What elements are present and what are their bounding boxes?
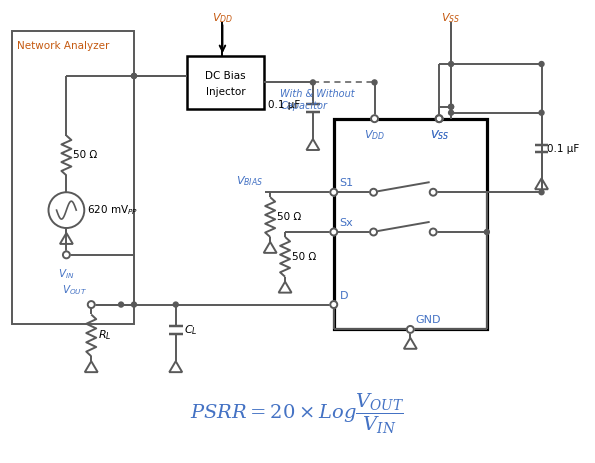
- Text: With & Without
Capacitor: With & Without Capacitor: [280, 89, 355, 111]
- Text: Sx: Sx: [340, 218, 353, 228]
- Bar: [334, 119, 487, 329]
- Text: $PSRR = 20 \times Log\dfrac{V_{OUT}}{V_{IN}}$: $PSRR = 20 \times Log\dfrac{V_{OUT}}{V_{…: [190, 392, 404, 436]
- Text: 50 Ω: 50 Ω: [73, 150, 98, 161]
- Circle shape: [436, 115, 443, 122]
- Bar: [12, 31, 134, 325]
- Circle shape: [330, 189, 337, 196]
- Circle shape: [370, 189, 377, 196]
- Circle shape: [330, 301, 337, 308]
- Circle shape: [330, 229, 337, 236]
- Circle shape: [484, 230, 489, 234]
- Text: 0.1 µF: 0.1 µF: [268, 100, 300, 110]
- Circle shape: [539, 110, 544, 115]
- Text: $V_{IN}$: $V_{IN}$: [58, 267, 74, 281]
- Text: $V_{SS}$: $V_{SS}$: [430, 129, 449, 143]
- Circle shape: [430, 189, 437, 196]
- Circle shape: [118, 302, 124, 307]
- Text: Network Analyzer: Network Analyzer: [17, 41, 109, 51]
- Circle shape: [436, 115, 443, 122]
- Text: D: D: [340, 291, 348, 300]
- Text: $V_{SS}$: $V_{SS}$: [441, 11, 461, 25]
- Circle shape: [311, 80, 315, 85]
- Circle shape: [131, 74, 136, 78]
- Circle shape: [449, 62, 453, 67]
- Circle shape: [449, 110, 453, 115]
- Text: $R_L$: $R_L$: [98, 328, 112, 342]
- Text: $V_{SS}$: $V_{SS}$: [430, 129, 449, 143]
- Circle shape: [430, 229, 437, 236]
- Circle shape: [173, 302, 178, 307]
- Text: 620 mV$_{PP}$: 620 mV$_{PP}$: [87, 203, 139, 217]
- Text: $V_{BIAS}$: $V_{BIAS}$: [236, 175, 263, 188]
- Circle shape: [539, 190, 544, 195]
- Circle shape: [88, 301, 95, 308]
- Circle shape: [407, 326, 414, 333]
- Circle shape: [449, 104, 453, 109]
- Circle shape: [131, 74, 136, 78]
- Text: DC Bias: DC Bias: [205, 71, 246, 81]
- Text: 50 Ω: 50 Ω: [292, 252, 317, 262]
- Text: $V_{OUT}$: $V_{OUT}$: [62, 283, 87, 297]
- Text: GND: GND: [415, 315, 441, 325]
- Text: $C_L$: $C_L$: [184, 324, 198, 338]
- Text: $V_{DD}$: $V_{DD}$: [212, 11, 233, 25]
- Circle shape: [131, 302, 136, 307]
- Circle shape: [449, 104, 453, 109]
- Circle shape: [63, 251, 70, 258]
- Text: $V_{DD}$: $V_{DD}$: [364, 129, 385, 143]
- Circle shape: [371, 115, 378, 122]
- Bar: [187, 56, 264, 109]
- Text: Injector: Injector: [206, 87, 245, 97]
- Circle shape: [372, 80, 377, 85]
- Circle shape: [370, 229, 377, 236]
- Text: 50 Ω: 50 Ω: [277, 212, 302, 222]
- Text: 0.1 µF: 0.1 µF: [547, 144, 580, 154]
- Text: S1: S1: [340, 178, 354, 188]
- Circle shape: [539, 62, 544, 67]
